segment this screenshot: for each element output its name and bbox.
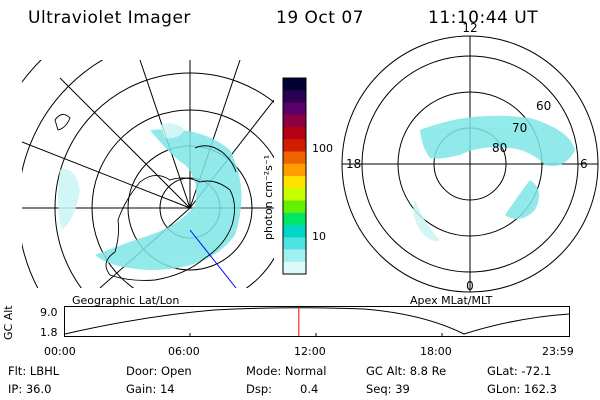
left-panel-label: Geographic Lat/Lon — [72, 294, 180, 307]
glon-readout: GLon: 162.3 — [487, 382, 557, 396]
colorbar-tick-10: 10 — [312, 230, 326, 243]
colorbar-stripe — [283, 212, 306, 226]
mlat-label-70: 70 — [512, 121, 527, 135]
colorbar-stripe — [283, 249, 306, 263]
filter-readout: Flt: LBHL — [8, 364, 60, 378]
altitude-ytick-high: 9.0 — [40, 306, 58, 319]
date-label: 19 Oct 07 — [276, 8, 364, 28]
gc-alt-readout: GC Alt: 8.8 Re — [366, 364, 447, 378]
magnetic-polar-plot: 12 0 18 6 60 70 80 — [341, 21, 599, 293]
colorbar-stripe — [283, 78, 306, 91]
mlt-label-18: 18 — [346, 157, 361, 171]
xtick-0000: 00:00 — [44, 345, 76, 358]
ip-readout: IP: 36.0 — [8, 382, 52, 396]
colorbar-stripe — [283, 237, 306, 250]
mlt-label-12: 12 — [462, 21, 477, 35]
colorbar-unit-label: photon cm⁻²s⁻¹ — [262, 154, 275, 240]
colorbar-stripe — [283, 188, 306, 201]
antarctica-outline — [54, 114, 237, 281]
terminator-line — [189, 229, 237, 289]
altitude-ylabel: GC Alt — [2, 305, 15, 340]
door-readout: Door: Open — [126, 364, 192, 378]
colorbar — [282, 77, 307, 275]
colorbar-stripe — [283, 225, 306, 238]
mlat-label-60: 60 — [536, 99, 551, 113]
longitude-line — [59, 77, 191, 209]
colorbar-stripe — [283, 151, 306, 165]
instrument-title: Ultraviolet Imager — [28, 8, 191, 28]
altitude-ytick-low: 1.8 — [40, 326, 58, 339]
colorbar-tick-100: 100 — [312, 142, 333, 155]
mode-readout: Mode: Normal — [246, 364, 327, 378]
dsp-value: 0.4 — [300, 382, 319, 396]
xtick-1800: 18:00 — [420, 345, 452, 358]
time-label: 11:10:44 UT — [428, 8, 539, 28]
dsp-label: Dsp: — [246, 382, 273, 396]
geographic-map — [22, 60, 274, 289]
mlt-label-6: 6 — [580, 157, 588, 171]
xtick-0600: 06:00 — [168, 345, 200, 358]
colorbar-stripe — [283, 261, 306, 275]
altitude-curve — [64, 307, 570, 335]
xtick-1200: 12:00 — [294, 345, 326, 358]
right-panel-label: Apex MLat/MLT — [410, 294, 493, 307]
glat-readout: GLat: -72.1 — [487, 364, 552, 378]
colorbar-stripe — [283, 163, 306, 177]
mlat-label-80: 80 — [492, 141, 507, 155]
colorbar-stripe — [283, 102, 306, 116]
altitude-plot-frame — [64, 306, 570, 337]
longitude-line — [22, 141, 191, 209]
mlt-label-0: 0 — [466, 279, 474, 293]
colorbar-stripe — [283, 139, 306, 152]
colorbar-stripe — [283, 200, 306, 214]
aurora-oval — [413, 115, 575, 242]
colorbar-stripe — [283, 127, 306, 140]
colorbar-stripe — [283, 176, 306, 189]
xtick-2359: 23:59 — [542, 345, 574, 358]
gain-readout: Gain: 14 — [126, 382, 175, 396]
colorbar-stripe — [283, 114, 306, 128]
aurora-emission — [57, 123, 242, 270]
altitude-plot — [64, 306, 570, 337]
seq-readout: Seq: 39 — [366, 382, 410, 396]
colorbar-stripe — [283, 90, 306, 103]
